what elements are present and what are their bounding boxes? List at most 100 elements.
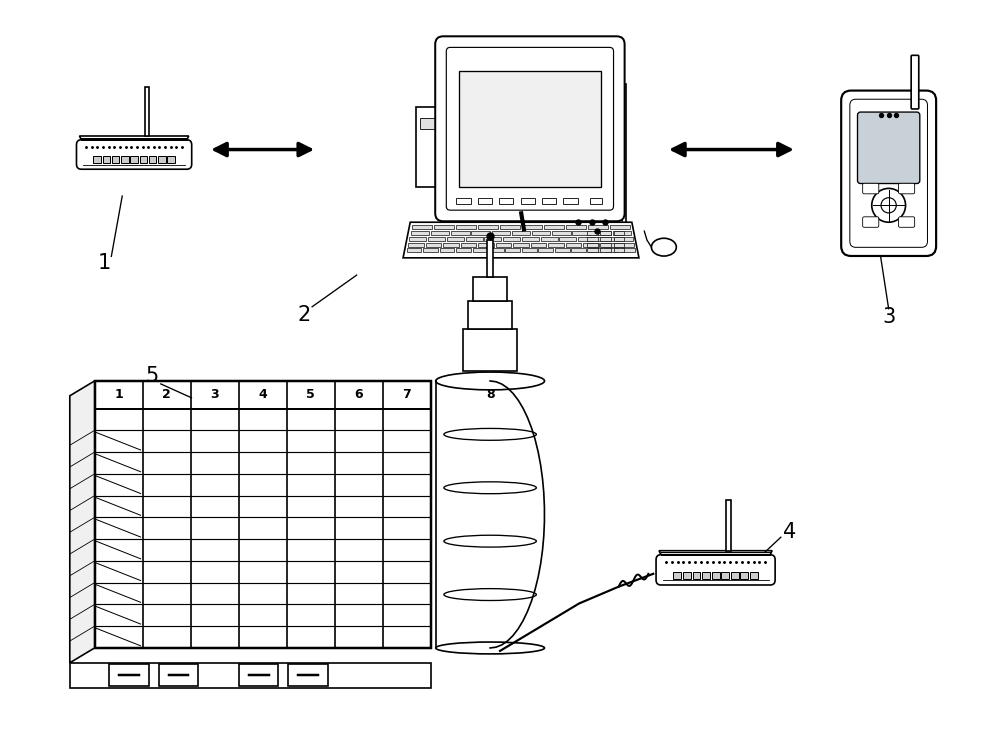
- Bar: [559, 237, 576, 241]
- Bar: [712, 572, 720, 578]
- FancyBboxPatch shape: [850, 100, 927, 247]
- Polygon shape: [70, 381, 95, 663]
- Bar: [505, 249, 520, 253]
- FancyBboxPatch shape: [858, 112, 920, 183]
- Bar: [513, 243, 529, 247]
- Bar: [512, 231, 530, 235]
- Text: 1: 1: [98, 253, 111, 273]
- Bar: [443, 243, 459, 247]
- Bar: [532, 231, 550, 235]
- Bar: [618, 243, 634, 247]
- Bar: [492, 231, 510, 235]
- Bar: [613, 231, 631, 235]
- Bar: [563, 198, 578, 204]
- Bar: [121, 156, 129, 163]
- Bar: [447, 237, 464, 241]
- FancyBboxPatch shape: [435, 36, 625, 221]
- Bar: [522, 237, 539, 241]
- Bar: [95, 381, 431, 648]
- Bar: [112, 156, 119, 163]
- Bar: [693, 572, 700, 578]
- Bar: [575, 145, 613, 154]
- Ellipse shape: [436, 372, 545, 390]
- Ellipse shape: [444, 535, 536, 547]
- Bar: [158, 156, 166, 163]
- Bar: [420, 118, 438, 129]
- Bar: [548, 243, 564, 247]
- Bar: [571, 249, 586, 253]
- Text: 3: 3: [210, 388, 219, 401]
- Bar: [593, 231, 611, 235]
- Bar: [409, 237, 426, 241]
- Bar: [750, 572, 758, 578]
- Bar: [167, 156, 175, 163]
- Bar: [597, 237, 614, 241]
- Ellipse shape: [444, 482, 536, 494]
- Bar: [587, 237, 598, 241]
- Bar: [600, 249, 611, 253]
- Bar: [583, 243, 599, 247]
- Bar: [426, 243, 441, 247]
- Bar: [428, 237, 445, 241]
- Bar: [440, 249, 454, 253]
- Bar: [500, 225, 520, 229]
- Bar: [478, 243, 494, 247]
- Bar: [572, 231, 591, 235]
- Bar: [521, 198, 535, 204]
- Bar: [145, 87, 149, 136]
- Ellipse shape: [436, 642, 545, 654]
- Bar: [600, 231, 611, 235]
- Bar: [566, 225, 586, 229]
- FancyBboxPatch shape: [656, 555, 775, 585]
- Bar: [473, 249, 487, 253]
- Bar: [407, 249, 421, 253]
- Text: 7: 7: [402, 388, 411, 401]
- Bar: [487, 240, 493, 277]
- Bar: [587, 243, 598, 247]
- Bar: [466, 237, 483, 241]
- Text: 2: 2: [298, 305, 311, 325]
- Bar: [608, 125, 613, 130]
- Polygon shape: [659, 550, 772, 558]
- Bar: [503, 237, 520, 241]
- Bar: [431, 231, 449, 235]
- Bar: [149, 156, 156, 163]
- Bar: [159, 664, 198, 685]
- Bar: [461, 243, 476, 247]
- Bar: [478, 225, 498, 229]
- Bar: [721, 572, 729, 578]
- Bar: [552, 231, 571, 235]
- Bar: [109, 664, 149, 685]
- Bar: [616, 237, 633, 241]
- Text: 5: 5: [145, 366, 159, 386]
- Bar: [573, 101, 620, 115]
- Bar: [434, 225, 454, 229]
- Ellipse shape: [444, 428, 536, 440]
- Bar: [573, 121, 620, 135]
- Bar: [103, 156, 110, 163]
- Bar: [614, 237, 624, 241]
- Bar: [456, 249, 471, 253]
- Bar: [456, 198, 471, 204]
- Bar: [451, 231, 470, 235]
- Bar: [587, 249, 598, 253]
- Ellipse shape: [444, 589, 536, 600]
- FancyBboxPatch shape: [863, 217, 879, 227]
- Bar: [726, 500, 731, 550]
- Bar: [70, 663, 431, 688]
- Circle shape: [881, 198, 896, 213]
- Bar: [423, 249, 438, 253]
- Bar: [538, 249, 553, 253]
- Text: 8: 8: [486, 388, 494, 401]
- Bar: [541, 237, 558, 241]
- Bar: [573, 141, 620, 158]
- Bar: [587, 231, 598, 235]
- Bar: [566, 243, 581, 247]
- Bar: [621, 249, 635, 253]
- Bar: [731, 572, 739, 578]
- Bar: [478, 198, 492, 204]
- Bar: [610, 225, 630, 229]
- Bar: [614, 249, 624, 253]
- Bar: [590, 198, 602, 204]
- Bar: [544, 225, 564, 229]
